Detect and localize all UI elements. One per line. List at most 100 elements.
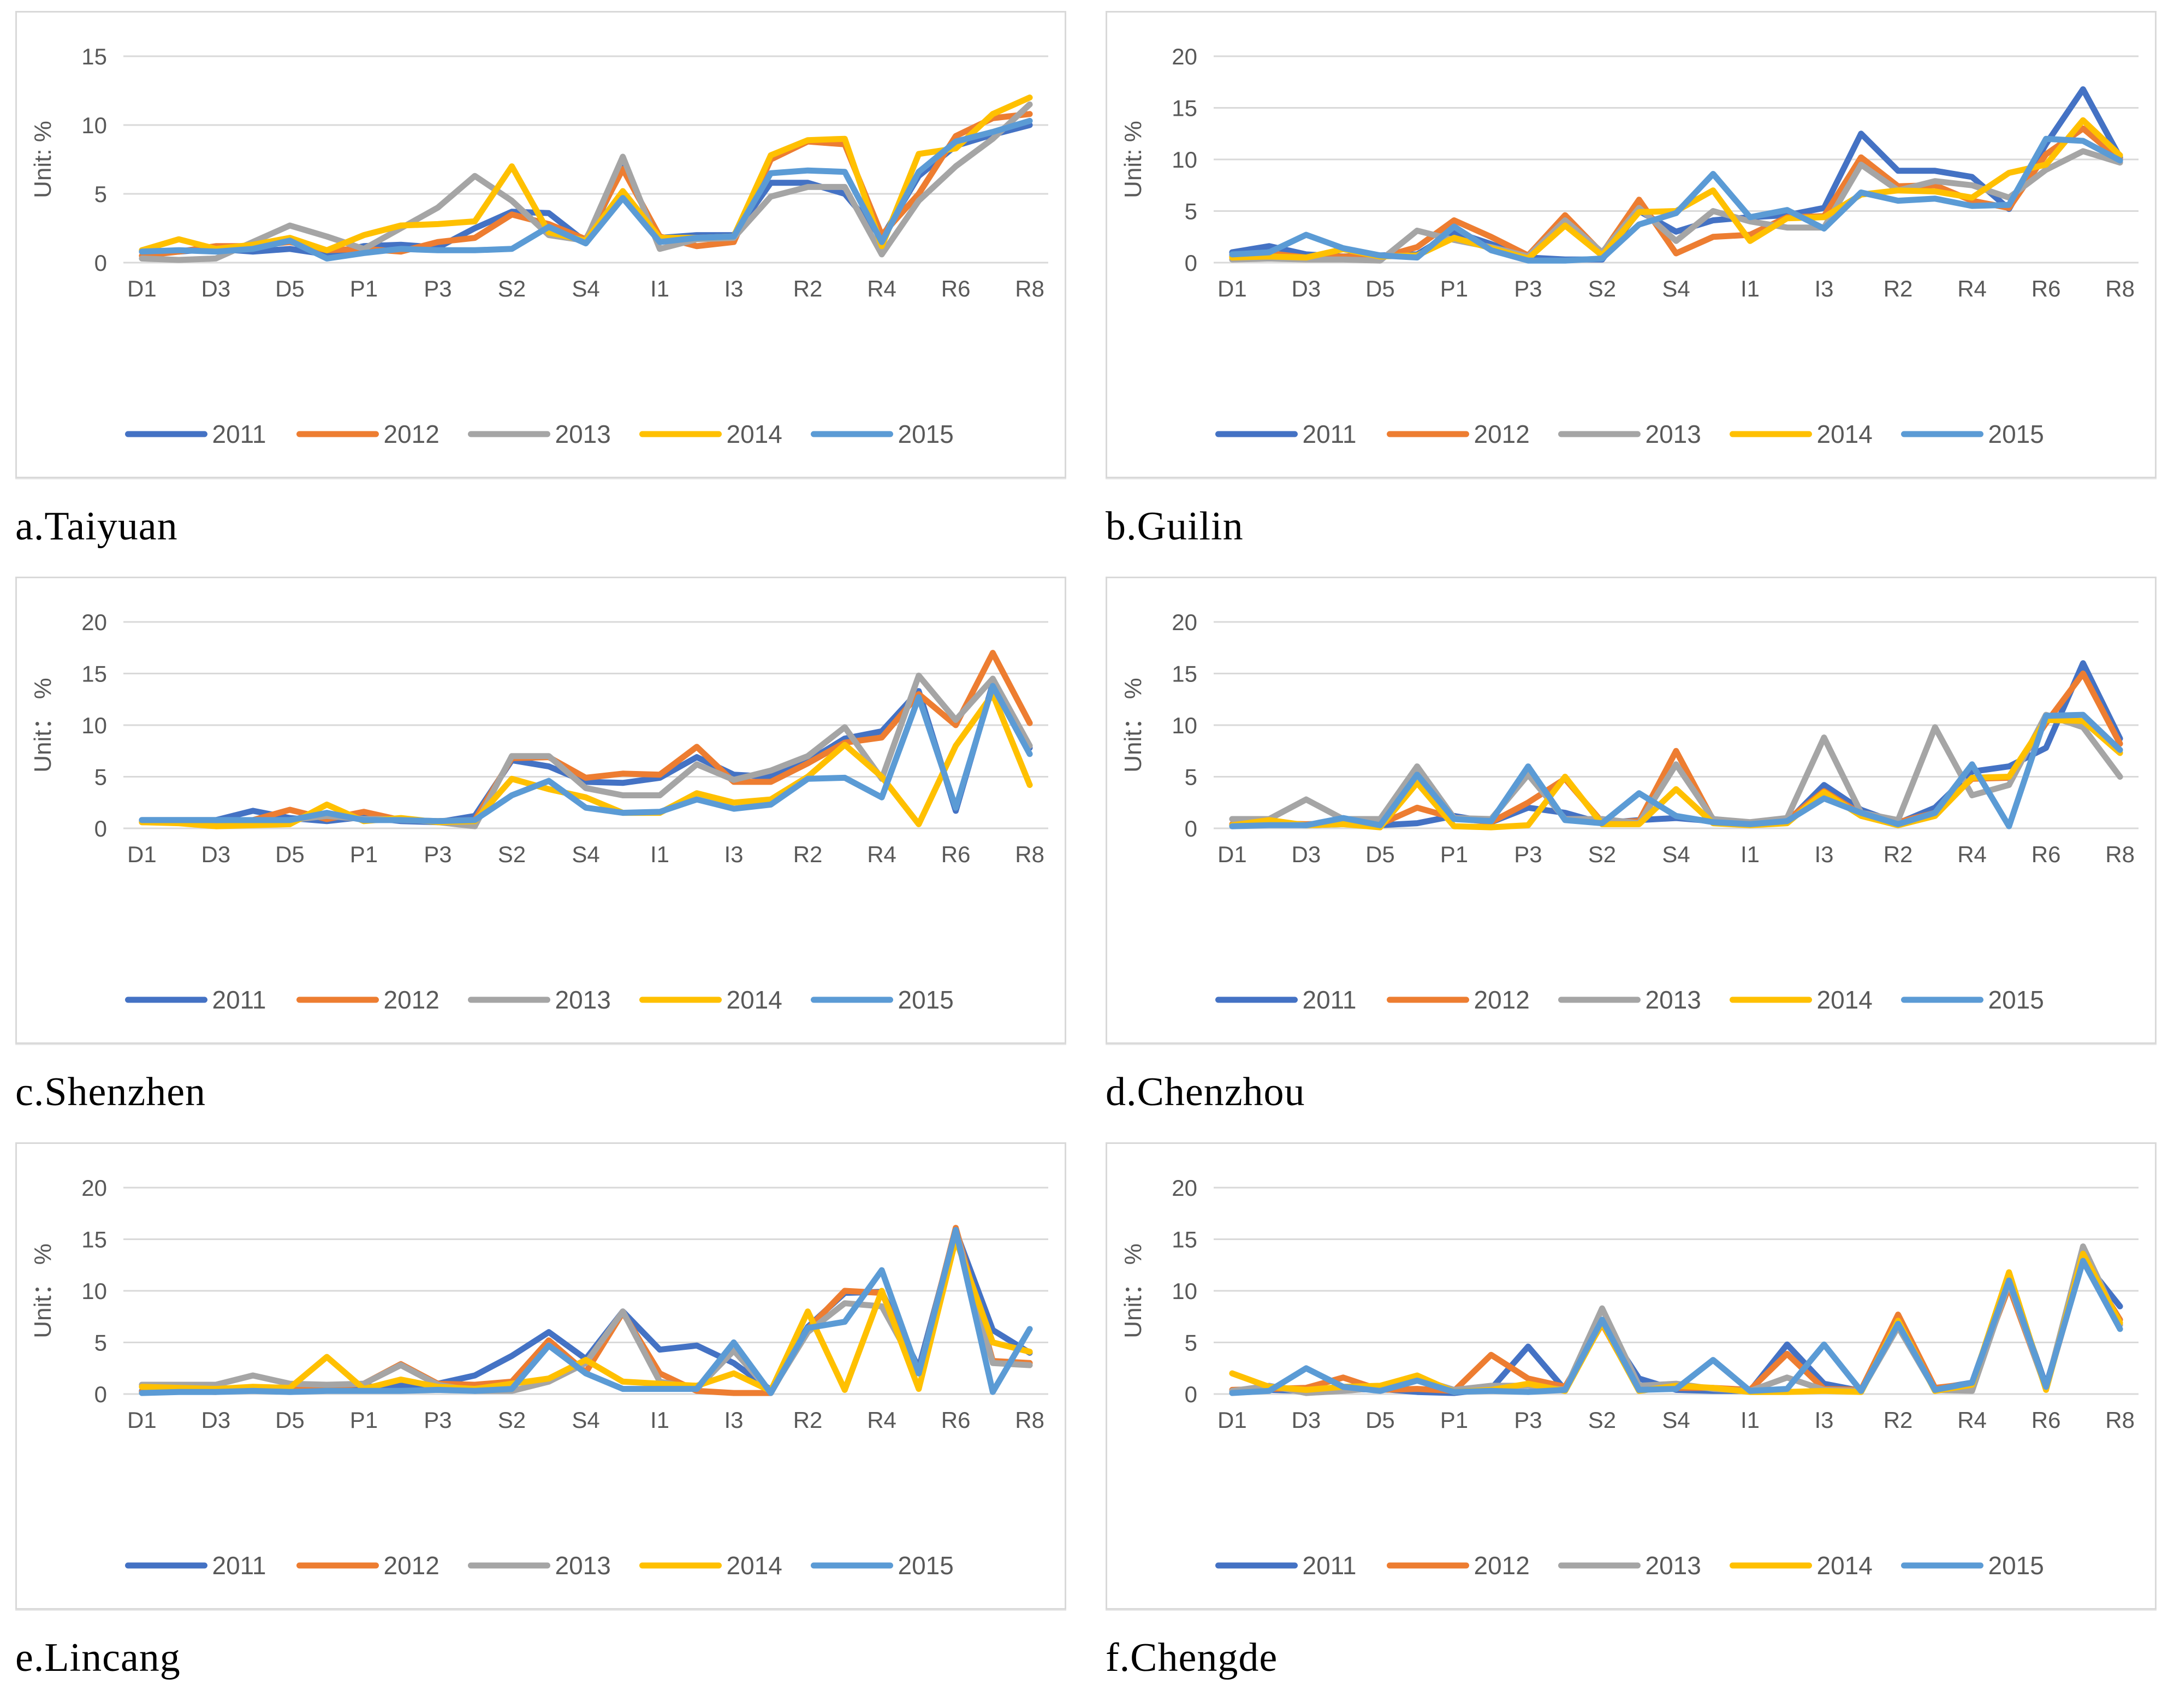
series-line-2015 (139, 1227, 1033, 1396)
legend-label-2015: 2015 (898, 420, 954, 448)
x-tick-label: S4 (1662, 1407, 1690, 1433)
chart-block-chenzhou: 0 5 10 15 20 Unit： % D1 D3 D5 P1 P3 S2 S4 I1 I3 R2 R4 R6 R… (1106, 577, 2157, 1128)
x-tick-label: R2 (793, 841, 823, 867)
legend-label-2015: 2015 (1988, 1551, 2044, 1580)
series-line-2015 (1229, 135, 2123, 264)
x-tick-label: S4 (572, 1407, 599, 1433)
x-tick-label: I3 (1815, 276, 1834, 301)
x-tick-label: I1 (1741, 276, 1760, 301)
chart-caption: b.Guilin (1106, 504, 1244, 549)
x-tick-label: P1 (1440, 1407, 1468, 1433)
legend-label-2013: 2013 (1646, 420, 1701, 448)
x-tick-label: P1 (1440, 841, 1468, 867)
series-line-2013 (1229, 711, 2123, 827)
y-tick-label: 10 (1172, 147, 1197, 173)
legend-label-2011: 2011 (1303, 1551, 1357, 1580)
legend-label-2014: 2014 (727, 986, 782, 1014)
y-tick-label: 15 (1172, 661, 1197, 687)
y-tick-label: 0 (94, 250, 107, 276)
legend-label-2012: 2012 (1474, 986, 1530, 1014)
legend-label-2012: 2012 (384, 420, 439, 448)
legend-label-2011: 2011 (212, 1551, 266, 1580)
chart-block-guilin: 0 5 10 15 20 Unit: % D1 D3 D5 P1 P3 S2 S4 I1 I3 R2 R4 R6 R… (1106, 11, 2157, 562)
x-tick-label: R8 (1015, 841, 1044, 867)
chart-frame: 0 5 10 15 20 Unit： % D1 D3 D5 P1 P3 S2 S4 I1 I3 R2 R4 R6 R… (15, 1142, 1066, 1610)
series-line-2014 (139, 94, 1033, 253)
x-tick-label: D5 (275, 276, 305, 301)
chart-frame: 0 5 10 15 20 Unit: % D1 D3 D5 P1 P3 S2 S4 I1 I3 R2 R4 R6 R… (1106, 11, 2157, 478)
x-tick-label: D1 (1217, 1407, 1247, 1433)
chart-caption: a.Taiyuan (15, 504, 178, 549)
y-tick-label: 5 (94, 764, 107, 790)
y-axis-title: Unit： % (1120, 1243, 1147, 1338)
x-tick-label: R6 (2032, 1407, 2061, 1433)
y-tick-label: 15 (1172, 96, 1197, 121)
legend-label-2012: 2012 (384, 986, 439, 1014)
x-tick-label: D1 (1217, 841, 1247, 867)
y-tick-label: 0 (1185, 1381, 1197, 1407)
legend-label-2014: 2014 (1817, 986, 1873, 1014)
x-tick-label: S2 (1588, 841, 1616, 867)
legend-label-2015: 2015 (898, 986, 954, 1014)
x-tick-label: S4 (1662, 276, 1690, 301)
y-tick-label: 10 (81, 713, 107, 738)
legend-label-2014: 2014 (727, 420, 782, 448)
chart-caption: d.Chenzhou (1106, 1070, 1305, 1114)
y-tick-label: 20 (1172, 44, 1197, 69)
series-line-2012 (139, 650, 1033, 827)
y-tick-label: 5 (1185, 199, 1197, 224)
y-tick-label: 20 (1172, 1175, 1197, 1201)
x-tick-label: P1 (350, 841, 378, 867)
y-axis-title: Unit: % (1120, 121, 1147, 198)
x-tick-label: R4 (1957, 276, 1987, 301)
series-line-2012 (1229, 1256, 2123, 1394)
x-tick-label: R2 (1884, 1407, 1913, 1433)
line-chart-canvas: 0 5 10 15 20 Unit： % D1 D3 D5 P1 P3 S2 S4 I1 I3 R2 R4 R6 R… (1120, 609, 2139, 1014)
x-tick-label: D5 (275, 841, 305, 867)
legend-label-2011: 2011 (212, 986, 266, 1014)
legend-label-2012: 2012 (384, 1551, 439, 1580)
x-tick-label: R8 (1015, 276, 1044, 301)
x-tick-label: R2 (793, 276, 823, 301)
x-tick-label: I3 (1815, 1407, 1834, 1433)
y-axis-title: Unit: % (29, 121, 56, 198)
x-tick-label: D3 (1292, 1407, 1321, 1433)
y-axis-title: Unit： % (29, 678, 56, 773)
x-tick-label: S2 (498, 841, 526, 867)
y-tick-label: 10 (81, 112, 107, 138)
x-tick-label: D3 (1292, 841, 1321, 867)
legend-label-2011: 2011 (1303, 986, 1357, 1014)
legend-label-2014: 2014 (727, 1551, 782, 1580)
legend-label-2011: 2011 (212, 420, 266, 448)
x-tick-label: R6 (2032, 276, 2061, 301)
x-tick-label: I1 (1741, 841, 1760, 867)
x-tick-label: P3 (1514, 841, 1542, 867)
y-tick-label: 10 (1172, 1278, 1197, 1304)
x-tick-label: I1 (650, 1407, 669, 1433)
x-tick-label: D3 (1292, 276, 1321, 301)
y-tick-label: 15 (1172, 1227, 1197, 1253)
x-tick-label: D3 (201, 276, 231, 301)
chart-block-taiyuan: 0 5 10 15 Unit: % D1 D3 D5 P1 P3 S2 S4 I1 I3 R2 R4 R6 R8 2… (15, 11, 1066, 562)
legend-label-2015: 2015 (898, 1551, 954, 1580)
x-tick-label: R4 (1957, 1407, 1987, 1433)
x-tick-label: S2 (498, 1407, 526, 1433)
x-tick-label: I3 (1815, 841, 1834, 867)
x-tick-label: D1 (127, 1407, 157, 1433)
x-tick-label: D3 (201, 841, 231, 867)
y-tick-label: 5 (94, 181, 107, 207)
x-tick-label: S4 (572, 841, 599, 867)
series-line-2015 (139, 117, 1033, 262)
x-tick-label: D5 (275, 1407, 305, 1433)
x-tick-label: I1 (1741, 1407, 1760, 1433)
x-tick-label: S2 (498, 276, 526, 301)
y-tick-label: 20 (81, 1175, 107, 1201)
series-line-2014 (139, 691, 1033, 829)
chart-block-shenzhen: 0 5 10 15 20 Unit： % D1 D3 D5 P1 P3 S2 S4 I1 I3 R2 R4 R6 R… (15, 577, 1066, 1128)
x-tick-label: I1 (650, 276, 669, 301)
series-line-2011 (1229, 86, 2123, 263)
x-tick-label: R6 (941, 841, 971, 867)
series-line-2015 (139, 683, 1033, 825)
y-tick-label: 0 (1185, 816, 1197, 841)
x-tick-label: R4 (867, 276, 896, 301)
